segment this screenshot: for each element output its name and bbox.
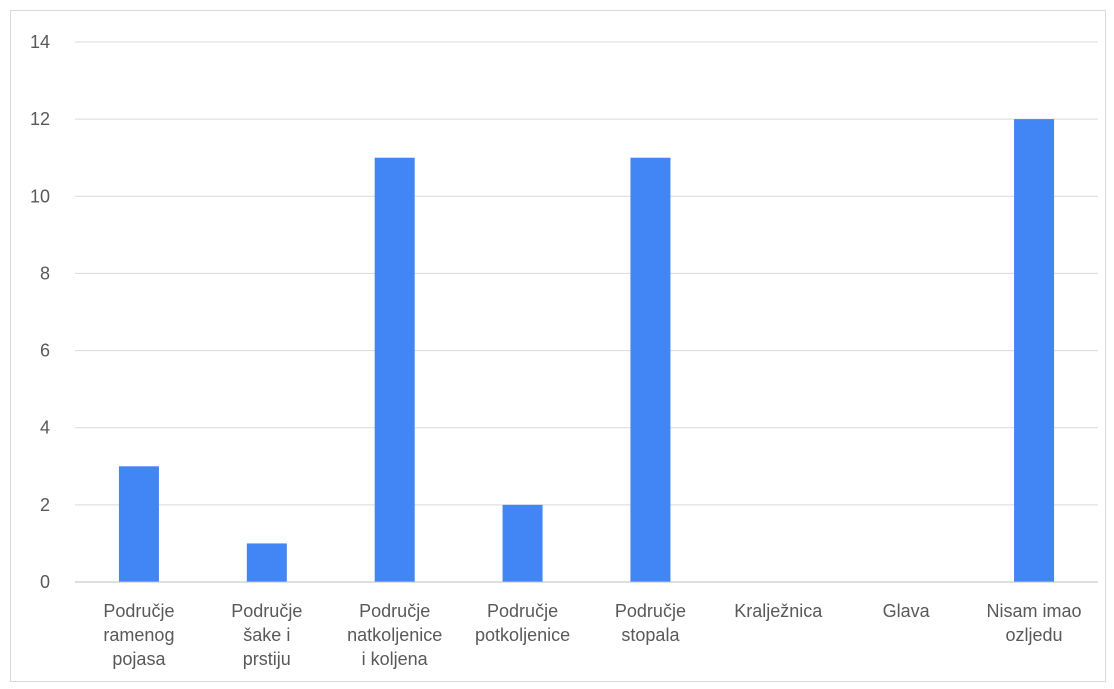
x-category-label-line: natkoljenice (347, 625, 442, 645)
x-category-label: Područje potkoljenice (475, 601, 570, 645)
x-category-label: Područje ramenog pojasa (103, 601, 174, 669)
x-category-label-line: i koljena (362, 649, 429, 669)
bars (118, 119, 1055, 583)
x-category-label-line: ozljedu (1006, 625, 1063, 645)
x-category-label: Nisam imao ozljedu (987, 601, 1082, 645)
y-tick-label: 4 (40, 418, 50, 438)
x-category-label-line: Glava (883, 601, 931, 621)
y-tick-label: 12 (30, 109, 50, 129)
x-category-label: Područje šake i prstiju (231, 601, 302, 669)
x-axis-category-labels: Područje ramenog pojasa Područje šake i prsti… (103, 601, 1081, 669)
bar (630, 157, 671, 582)
x-category-label: Područje stopala (615, 601, 686, 645)
y-tick-label: 6 (40, 341, 50, 361)
x-category-label-line: pojasa (112, 649, 166, 669)
x-category-label: Područje natkoljenice i koljena (347, 601, 442, 669)
x-category-label-line: Nisam imao (987, 601, 1082, 621)
bar (374, 157, 415, 582)
y-tick-label: 10 (30, 186, 50, 206)
bar (1014, 119, 1055, 583)
bar (118, 466, 159, 582)
y-tick-label: 14 (30, 32, 50, 52)
bar (246, 543, 287, 582)
y-tick-label: 2 (40, 495, 50, 515)
y-tick-label: 0 (40, 572, 50, 592)
x-category-label-line: Područje (359, 601, 430, 621)
x-category-label-line: Područje (103, 601, 174, 621)
x-category-label-line: prstiju (243, 649, 291, 669)
y-axis-tick-labels: 0 2 4 6 8 10 12 14 (30, 32, 50, 592)
gridlines (75, 41, 1098, 506)
x-category-label-line: Kralježnica (734, 601, 823, 621)
bar (502, 504, 543, 582)
x-category-label-line: Područje (615, 601, 686, 621)
x-category-label-line: ramenog (103, 625, 174, 645)
x-category-label: Kralježnica (734, 601, 823, 621)
chart-frame (10, 10, 1106, 682)
x-category-label-line: potkoljenice (475, 625, 570, 645)
x-category-label-line: šake i (243, 625, 290, 645)
x-category-label-line: Područje (231, 601, 302, 621)
x-category-label-line: Područje (487, 601, 558, 621)
x-category-label: Glava (883, 601, 931, 621)
y-tick-label: 8 (40, 263, 50, 283)
x-category-label-line: stopala (621, 625, 680, 645)
